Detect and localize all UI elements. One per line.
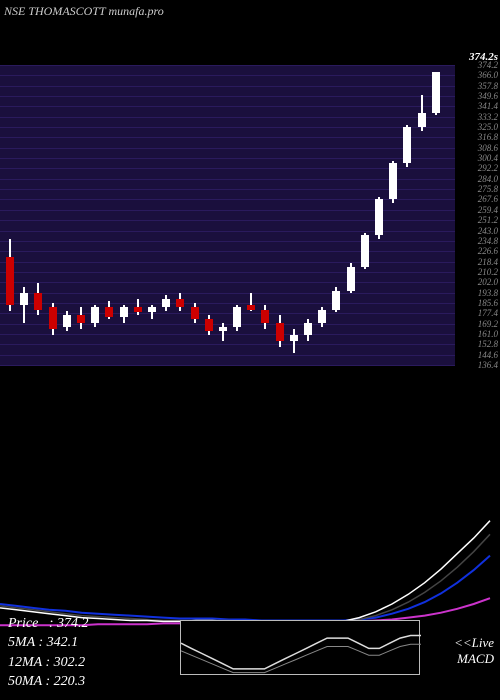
ticker-title: NSE THOMASCOTT munafa.pro [4, 4, 164, 18]
macd-label-live: <<Live [454, 635, 494, 650]
stat-50ma: 50MA : 220.3 [8, 672, 89, 692]
macd-label-macd: MACD [457, 651, 494, 666]
stats-block: Price : 374.2 5MA : 342.1 12MA : 302.2 5… [8, 614, 89, 692]
stat-5ma: 5MA : 342.1 [8, 633, 89, 653]
macd-label: <<Live MACD [454, 635, 494, 667]
stat-price: Price : 374.2 [8, 614, 89, 634]
macd-inset-lines [181, 621, 421, 676]
stat-12ma: 12MA : 302.2 [8, 653, 89, 673]
candlestick-chart [0, 65, 500, 365]
macd-inset [180, 620, 420, 675]
chart-header: NSE THOMASCOTT munafa.pro [4, 4, 164, 19]
last-price-label: 374.2s [469, 51, 498, 63]
